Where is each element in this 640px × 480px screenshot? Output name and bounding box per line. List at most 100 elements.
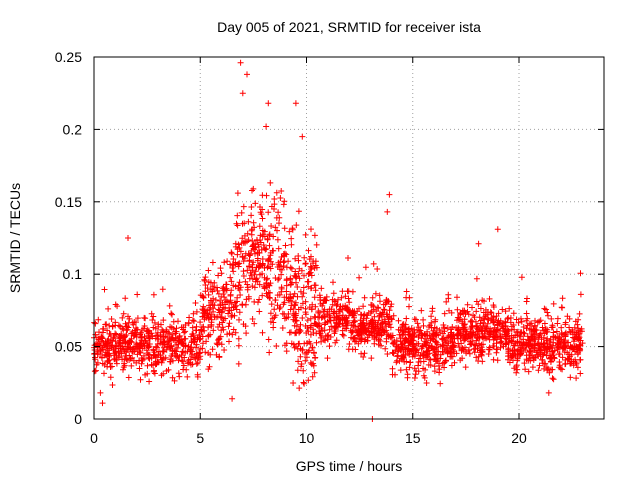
data-point xyxy=(296,385,303,392)
data-point xyxy=(311,294,318,301)
data-point xyxy=(571,331,578,338)
data-point xyxy=(334,313,340,320)
data-point xyxy=(160,348,166,354)
data-point xyxy=(276,220,282,227)
data-point xyxy=(105,305,112,312)
data-point xyxy=(315,308,322,315)
data-point xyxy=(467,331,474,338)
data-point xyxy=(232,329,239,336)
data-point xyxy=(527,348,534,355)
data-point xyxy=(256,296,263,303)
data-point xyxy=(539,356,545,363)
data-point xyxy=(310,326,317,333)
data-point xyxy=(111,356,118,363)
data-point xyxy=(495,310,502,317)
x-tick-label: 20 xyxy=(511,430,527,446)
data-point xyxy=(573,375,580,382)
data-point xyxy=(239,235,246,242)
data-point xyxy=(202,282,209,288)
data-point xyxy=(128,362,135,369)
data-point xyxy=(266,231,273,238)
data-point xyxy=(415,349,422,356)
data-point xyxy=(258,211,265,218)
data-point xyxy=(429,335,436,342)
data-point xyxy=(453,350,460,357)
data-point xyxy=(455,314,462,321)
data-point xyxy=(196,332,203,338)
data-point xyxy=(144,362,151,369)
data-point xyxy=(468,324,475,331)
data-point xyxy=(300,284,307,291)
data-point xyxy=(259,215,266,222)
data-point xyxy=(171,377,178,384)
data-point xyxy=(264,264,271,271)
data-point xyxy=(271,306,278,313)
data-point xyxy=(309,373,316,380)
data-point xyxy=(486,329,493,336)
data-point xyxy=(295,208,302,215)
data-point xyxy=(340,332,347,339)
data-point xyxy=(265,100,272,107)
data-point xyxy=(390,312,397,319)
data-point xyxy=(415,332,422,339)
data-point xyxy=(376,341,382,348)
data-point xyxy=(240,239,247,246)
data-point xyxy=(205,333,212,340)
data-point xyxy=(209,259,216,266)
data-point xyxy=(249,187,255,194)
data-point xyxy=(189,317,196,324)
data-point xyxy=(164,334,171,341)
data-point xyxy=(490,331,497,338)
data-point xyxy=(551,334,558,341)
data-point xyxy=(259,329,266,336)
x-tick-label: 15 xyxy=(405,430,421,446)
data-point xyxy=(497,333,504,340)
data-point xyxy=(318,285,325,292)
data-point xyxy=(559,354,566,361)
data-point xyxy=(197,335,204,342)
data-point xyxy=(389,340,396,347)
data-point xyxy=(157,332,164,338)
data-point xyxy=(499,306,506,313)
data-point xyxy=(551,355,558,362)
data-point xyxy=(374,304,381,311)
data-point xyxy=(454,294,460,301)
data-point xyxy=(121,334,128,341)
data-point xyxy=(295,358,302,365)
data-point xyxy=(428,324,435,331)
data-point xyxy=(246,263,252,270)
data-point xyxy=(107,374,114,381)
data-point xyxy=(409,331,416,337)
data-point xyxy=(226,330,233,337)
data-point xyxy=(293,279,299,286)
data-point xyxy=(104,327,111,334)
data-point xyxy=(91,368,98,375)
data-point xyxy=(107,331,114,338)
data-point xyxy=(248,247,255,254)
data-point xyxy=(386,321,393,328)
data-point xyxy=(499,323,506,330)
data-point xyxy=(436,327,443,334)
data-point xyxy=(295,306,302,313)
data-point xyxy=(381,307,388,313)
data-point xyxy=(311,350,317,357)
data-point xyxy=(105,358,112,364)
data-point xyxy=(484,315,491,322)
data-point xyxy=(326,326,333,333)
data-point xyxy=(146,355,153,362)
data-point xyxy=(349,288,356,295)
data-point xyxy=(252,250,258,257)
data-point xyxy=(268,203,275,210)
data-point xyxy=(139,357,146,364)
data-point xyxy=(287,276,294,283)
data-point xyxy=(372,290,379,297)
data-point xyxy=(441,364,448,371)
data-point xyxy=(297,353,304,360)
data-point xyxy=(313,264,320,271)
data-point xyxy=(429,308,436,315)
data-point xyxy=(205,324,212,331)
data-point xyxy=(92,354,98,361)
data-point xyxy=(479,358,486,365)
data-point xyxy=(305,271,312,277)
data-point xyxy=(98,346,105,353)
